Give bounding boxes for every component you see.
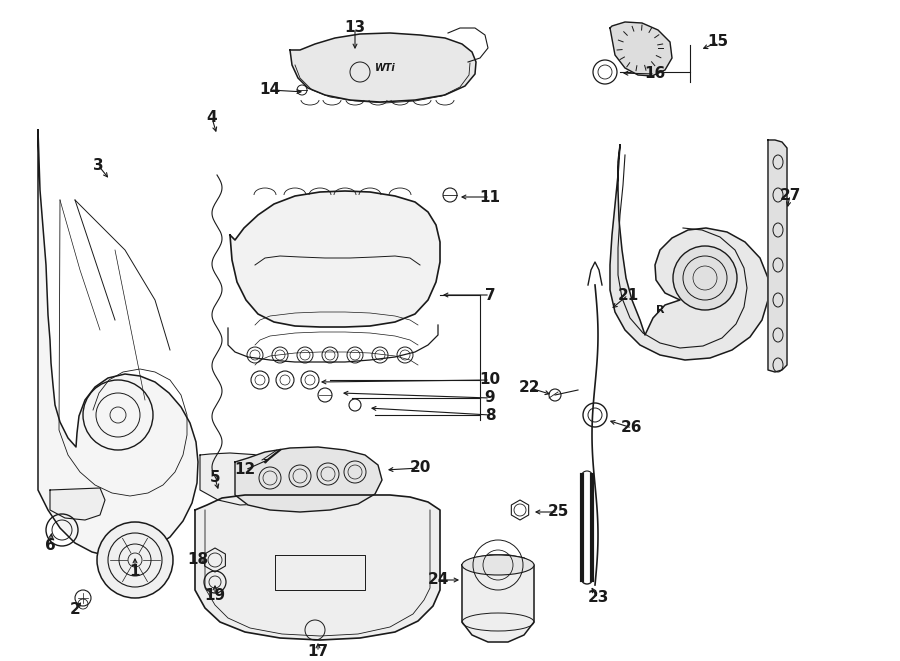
Text: 20: 20 — [410, 461, 431, 475]
Text: 2: 2 — [69, 602, 80, 617]
Text: 15: 15 — [707, 34, 729, 50]
Polygon shape — [50, 488, 105, 520]
Text: 17: 17 — [308, 644, 328, 660]
Circle shape — [97, 522, 173, 598]
Text: 13: 13 — [345, 20, 365, 36]
Text: 14: 14 — [259, 83, 281, 98]
Text: 11: 11 — [480, 190, 500, 204]
Polygon shape — [290, 33, 476, 102]
Text: 25: 25 — [547, 504, 569, 520]
Text: 7: 7 — [485, 288, 495, 303]
Text: 1: 1 — [130, 564, 140, 580]
Polygon shape — [462, 555, 534, 642]
Text: 4: 4 — [207, 110, 217, 126]
Polygon shape — [230, 191, 440, 327]
Polygon shape — [195, 495, 440, 640]
Text: 16: 16 — [644, 67, 666, 81]
Text: 26: 26 — [621, 420, 643, 436]
Text: 19: 19 — [204, 588, 226, 602]
Text: R: R — [656, 305, 664, 315]
Text: 6: 6 — [45, 537, 56, 553]
Text: 21: 21 — [617, 288, 639, 303]
Text: 10: 10 — [480, 373, 500, 387]
Text: 12: 12 — [234, 463, 256, 477]
Polygon shape — [235, 447, 382, 512]
Polygon shape — [768, 140, 787, 372]
Text: 5: 5 — [210, 471, 220, 485]
Circle shape — [673, 246, 737, 310]
Text: 23: 23 — [588, 590, 608, 605]
Text: 24: 24 — [428, 572, 449, 588]
Text: 18: 18 — [187, 553, 209, 568]
Text: 8: 8 — [485, 407, 495, 422]
Text: 3: 3 — [93, 157, 104, 173]
Ellipse shape — [462, 555, 534, 575]
Polygon shape — [610, 145, 768, 360]
Text: WTi: WTi — [374, 63, 395, 73]
Text: 9: 9 — [485, 391, 495, 405]
Text: 27: 27 — [779, 188, 801, 202]
Text: 22: 22 — [519, 381, 541, 395]
Polygon shape — [200, 453, 292, 505]
Polygon shape — [610, 22, 672, 76]
Polygon shape — [38, 130, 198, 557]
